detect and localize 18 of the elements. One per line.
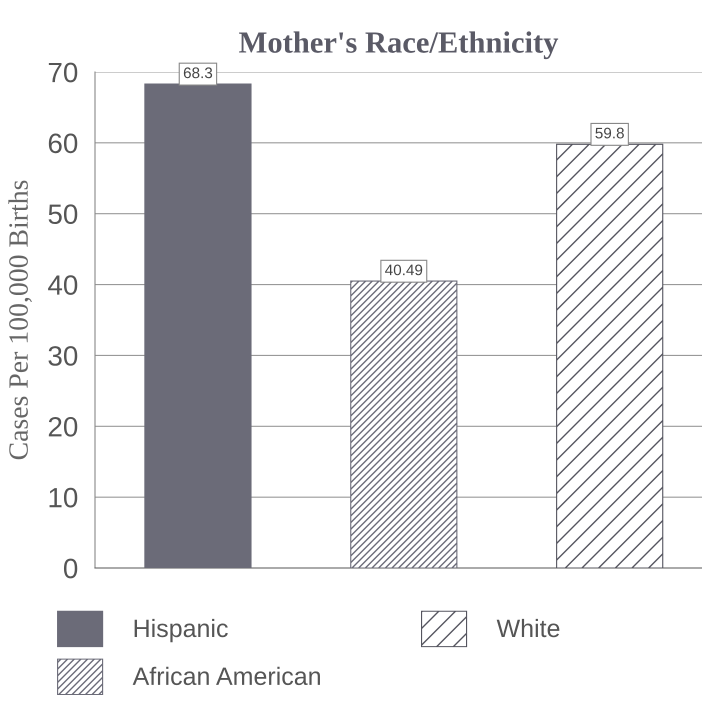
- data-label: 40.49: [385, 264, 422, 276]
- legend-label: African American: [132, 666, 320, 686]
- bar: [144, 83, 252, 568]
- y-tick-label: 30: [48, 346, 78, 366]
- y-tick-label: 70: [48, 62, 78, 82]
- y-tick-label: 0: [64, 558, 78, 578]
- legend-label: White: [496, 618, 560, 638]
- y-tick-label: 10: [50, 488, 78, 508]
- y-tick-label: 40: [48, 275, 78, 295]
- data-label: 68.3: [184, 67, 212, 78]
- y-axis-title: Cases Per 100,000 Births: [8, 180, 32, 460]
- y-tick-label: 60: [48, 134, 78, 154]
- bar: [350, 280, 458, 568]
- y-tick-label: 50: [48, 204, 78, 224]
- legend-label: Hispanic: [134, 618, 228, 642]
- y-tick-label: 20: [48, 416, 78, 437]
- data-label: 59.8: [595, 128, 624, 138]
- chart-title: Mother's Race/Ethnicity: [239, 31, 558, 60]
